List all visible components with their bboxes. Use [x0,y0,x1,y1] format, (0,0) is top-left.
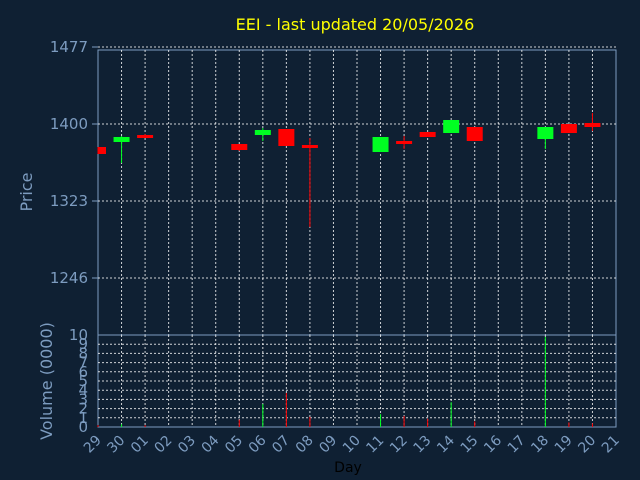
price-tick-label: 1400 [50,115,88,133]
volume-tick-label: 6 [78,363,88,381]
candle-body [231,144,248,150]
day-tick-label: 03 [175,433,199,457]
day-tick-label: 07 [269,433,293,457]
day-tick-label: 29 [81,433,105,457]
day-tick-label: 21 [599,433,623,457]
day-tick-label: 17 [505,433,529,457]
price-plot-area [97,49,617,336]
candle-body [254,130,271,135]
candle-body [560,124,577,133]
day-tick-label: 06 [246,432,270,456]
day-tick-label: 15 [458,433,482,457]
day-tick-label: 30 [104,433,128,457]
volume-tick-label: 0 [78,418,88,436]
day-tick-label: 19 [552,433,576,457]
volume-bars [97,336,593,427]
candle-body [584,123,601,127]
volume-axis-label: Volume (0000) [37,322,56,440]
volume-tick-label: 9 [78,335,88,353]
day-tick-label: 12 [387,433,411,457]
volume-tick-label: 10 [69,326,88,344]
price-tick-label: 1246 [50,269,88,287]
day-tick-label: 20 [575,433,599,457]
volume-tick-label: 3 [78,390,88,408]
day-tick-label: 09 [316,433,340,457]
day-tick-label: 14 [434,432,458,456]
candle-body [419,132,436,137]
day-tick-label: 05 [222,433,246,457]
price-panel: 1246 1323 1400 1477 Price [17,38,617,336]
candle-body [137,135,154,138]
candle-body [372,137,389,152]
price-tick-label: 1477 [50,38,88,56]
candle-body [396,141,413,144]
volume-tick-label: 5 [78,372,88,390]
candle-body [98,147,106,154]
price-tick-label: 1323 [50,192,88,210]
volume-tick-label: 7 [78,354,88,372]
volume-tick-label: 1 [78,409,88,427]
day-tick-label: 02 [152,433,176,457]
price-tick-labels: 1246 1323 1400 1477 [50,38,88,287]
volume-grid [98,335,616,427]
candle-body [301,145,318,148]
candle-body [278,129,295,146]
day-tick-label: 08 [293,433,317,457]
candles [97,113,601,227]
day-tick-label: 01 [128,433,152,457]
candle-body [537,127,554,139]
volume-tick-label: 2 [78,400,88,418]
volume-tick-label: 4 [78,381,88,399]
price-axis-label: Price [17,172,36,211]
price-grid [92,46,616,335]
candle-body [443,120,460,133]
candle-body [113,137,130,142]
day-tick-labels: 29 30 01 02 03 04 05 06 07 08 09 10 11 12 13 14 15 16 17 18… [81,432,623,456]
day-tick-label: 18 [528,433,552,457]
chart-title: EEI - last updated 20/05/2026 [236,15,475,34]
volume-tick-label: 8 [78,344,88,362]
day-tick-label: 16 [481,432,505,456]
day-tick-label: 13 [411,433,435,457]
day-tick-label: 04 [199,432,223,456]
candle-body [466,127,483,141]
x-axis-label: Day [334,460,362,476]
day-tick-label: 11 [363,433,387,457]
day-tick-label: 10 [340,433,364,457]
